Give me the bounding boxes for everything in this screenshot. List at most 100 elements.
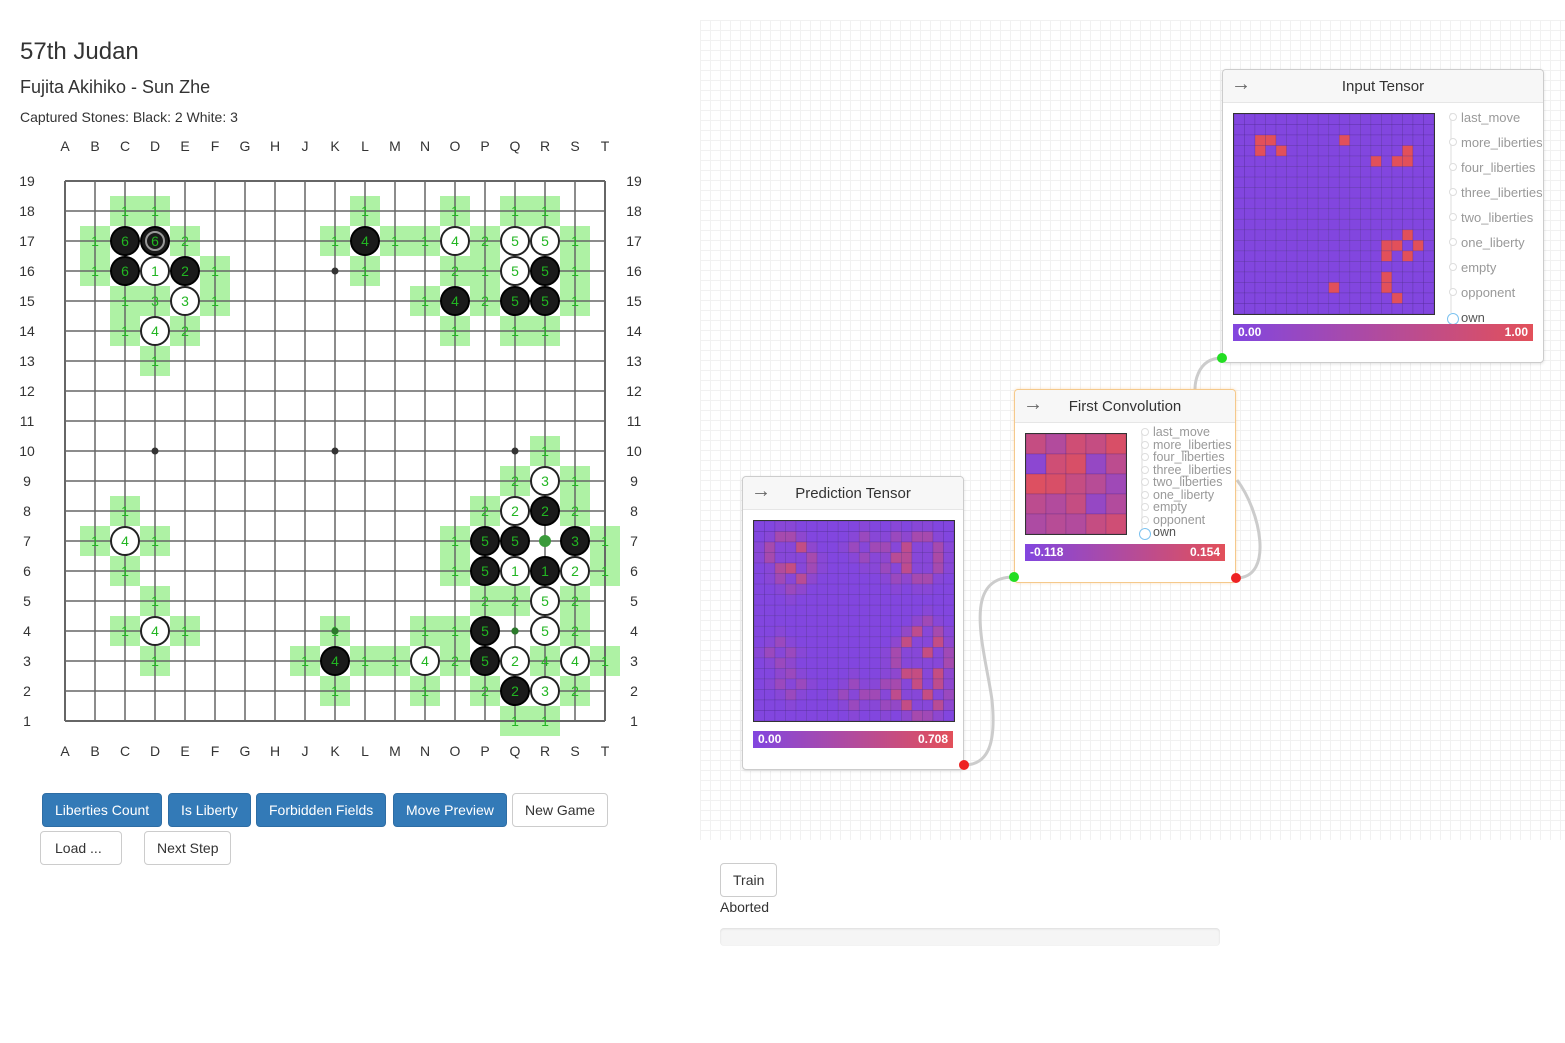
arrow-right-icon[interactable]: →	[751, 480, 771, 502]
black-stone[interactable]: 4	[440, 286, 470, 316]
port-more-liberties[interactable]: more_liberties	[1449, 130, 1543, 155]
port-three-liberties[interactable]: three_liberties	[1141, 463, 1232, 477]
black-stone[interactable]: 6	[110, 226, 140, 256]
prediction-tensor-node[interactable]: → Prediction Tensor 0.00 0.708	[742, 476, 964, 770]
port-circle-icon[interactable]	[1141, 440, 1149, 449]
liberty-count-label: 1	[541, 323, 549, 339]
white-stone[interactable]: 4	[110, 526, 140, 556]
black-stone[interactable]: 6	[140, 226, 170, 256]
port-own[interactable]: own	[1447, 305, 1543, 330]
heatmap-cell	[1244, 208, 1256, 220]
white-stone[interactable]: 5	[530, 586, 560, 616]
move-preview-button[interactable]: Move Preview	[393, 793, 507, 827]
port-circle-icon[interactable]	[1449, 263, 1457, 271]
node-graph-canvas[interactable]: → Input Tensor last_move more_liberties fo…	[700, 20, 1565, 840]
forbidden-fields-button[interactable]: Forbidden Fields	[256, 793, 387, 827]
port-two-liberties[interactable]: two_liberties	[1141, 476, 1232, 489]
black-stone[interactable]: 5	[470, 616, 500, 646]
first-convolution-output-connector[interactable]	[1231, 573, 1241, 583]
port-circle-icon[interactable]	[1449, 163, 1457, 171]
port-one-liberty[interactable]: one_liberty	[1141, 488, 1232, 502]
heatmap-cell	[1265, 282, 1277, 294]
arrow-right-icon[interactable]: →	[1023, 393, 1043, 415]
port-circle-icon[interactable]	[1449, 288, 1457, 296]
black-stone[interactable]: 4	[350, 226, 380, 256]
port-circle-icon[interactable]	[1449, 113, 1457, 121]
black-stone[interactable]: 5	[530, 256, 560, 286]
new-game-button[interactable]: New Game	[512, 793, 609, 827]
white-stone[interactable]: 2	[560, 556, 590, 586]
port-circle-icon[interactable]	[1449, 188, 1457, 196]
white-stone[interactable]: 4	[140, 316, 170, 346]
black-stone[interactable]: 4	[320, 646, 350, 676]
heatmap-cell	[848, 625, 860, 638]
port-circle-icon[interactable]	[1449, 213, 1457, 221]
black-stone[interactable]: 5	[470, 556, 500, 586]
port-circle-icon[interactable]	[1141, 428, 1149, 436]
white-stone[interactable]: 4	[560, 646, 590, 676]
black-stone[interactable]: 5	[500, 526, 530, 556]
port-last-move[interactable]: last_move	[1449, 105, 1543, 130]
black-stone[interactable]: 5	[470, 646, 500, 676]
black-stone[interactable]: 2	[530, 496, 560, 526]
white-stone[interactable]: 1	[140, 256, 170, 286]
white-stone[interactable]: 3	[530, 676, 560, 706]
white-stone[interactable]: 4	[410, 646, 440, 676]
port-two-liberties[interactable]: two_liberties	[1449, 205, 1543, 230]
load-button[interactable]: Load ...	[40, 831, 122, 865]
port-more-liberties[interactable]: more_liberties	[1141, 438, 1232, 452]
white-stone[interactable]: 3	[530, 466, 560, 496]
white-stone[interactable]: 5	[530, 616, 560, 646]
port-last-move[interactable]: last_move	[1141, 426, 1232, 439]
heatmap-cell	[754, 647, 765, 659]
train-button[interactable]: Train	[720, 863, 778, 897]
port-circle-icon[interactable]	[1449, 138, 1457, 146]
port-opponent[interactable]: opponent	[1449, 280, 1543, 305]
port-empty[interactable]: empty	[1141, 501, 1232, 514]
black-stone[interactable]: 1	[530, 556, 560, 586]
white-stone[interactable]: 5	[500, 226, 530, 256]
heatmap-cell	[785, 594, 797, 606]
port-circle-icon[interactable]	[1139, 528, 1151, 540]
port-four-liberties[interactable]: four_liberties	[1449, 155, 1543, 180]
black-stone[interactable]: 2	[500, 676, 530, 706]
white-stone[interactable]: 2	[500, 646, 530, 676]
next-step-button[interactable]: Next Step	[144, 831, 232, 865]
port-one-liberty[interactable]: one_liberty	[1449, 230, 1543, 255]
is-liberty-button[interactable]: Is Liberty	[168, 793, 251, 827]
port-circle-icon[interactable]	[1449, 238, 1457, 246]
input-tensor-node[interactable]: → Input Tensor last_move more_liberties fo…	[1222, 69, 1544, 363]
port-four-liberties[interactable]: four_liberties	[1141, 451, 1232, 464]
black-stone[interactable]: 5	[470, 526, 500, 556]
port-circle-icon[interactable]	[1141, 490, 1149, 499]
black-stone[interactable]: 3	[560, 526, 590, 556]
port-empty[interactable]: empty	[1449, 255, 1543, 280]
black-stone[interactable]: 5	[500, 286, 530, 316]
white-stone[interactable]: 5	[500, 256, 530, 286]
port-opponent[interactable]: opponent	[1141, 513, 1232, 527]
white-stone[interactable]: 4	[440, 226, 470, 256]
black-stone[interactable]: 5	[530, 286, 560, 316]
liberties-count-button[interactable]: Liberties Count	[42, 793, 163, 827]
port-circle-icon[interactable]	[1141, 503, 1149, 511]
black-stone[interactable]: 2	[170, 256, 200, 286]
white-stone[interactable]: 4	[140, 616, 170, 646]
first-convolution-input-connector[interactable]	[1009, 572, 1019, 582]
port-three-liberties[interactable]: three_liberties	[1449, 180, 1543, 205]
first-convolution-node[interactable]: → First Convolution last_move more_libert…	[1014, 389, 1236, 583]
port-circle-icon[interactable]	[1141, 478, 1149, 486]
port-own[interactable]: own	[1139, 526, 1232, 540]
white-stone[interactable]: 1	[500, 556, 530, 586]
prediction-tensor-input-connector[interactable]	[959, 760, 969, 770]
preview-marker[interactable]	[539, 535, 551, 547]
go-board[interactable]: AABBCCDDEEFFGGHHJJKKLLMMNNOOPPQQRRSSTT19…	[0, 130, 670, 780]
input-tensor-output-connector[interactable]	[1217, 353, 1227, 363]
port-circle-icon[interactable]	[1141, 465, 1149, 474]
white-stone[interactable]: 5	[530, 226, 560, 256]
white-stone[interactable]: 2	[500, 496, 530, 526]
arrow-right-icon[interactable]: →	[1231, 73, 1251, 95]
white-stone[interactable]: 3	[170, 286, 200, 316]
port-circle-icon[interactable]	[1141, 453, 1149, 461]
port-circle-icon[interactable]	[1141, 515, 1149, 524]
black-stone[interactable]: 6	[110, 256, 140, 286]
